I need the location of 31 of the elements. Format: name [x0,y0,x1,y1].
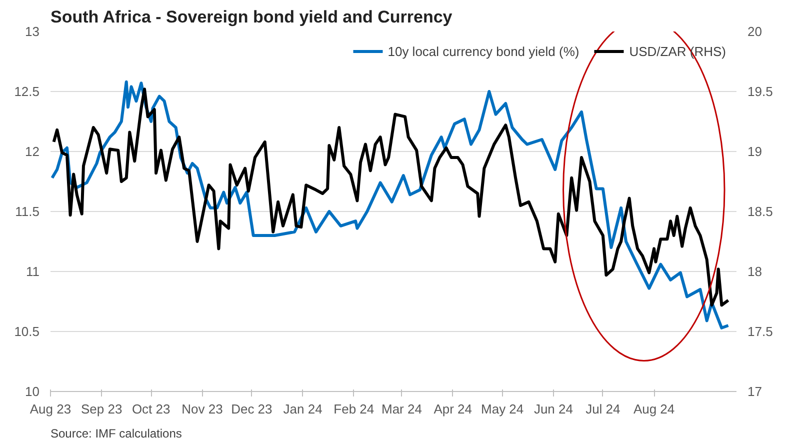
y-tick-label: 13 [25,24,40,39]
x-tick-label: Aug 23 [30,402,72,416]
x-tick-label: Aug 24 [633,402,675,416]
y2-tick-label: 18.5 [748,204,773,219]
y2-tick-label: 17.5 [748,324,773,339]
y-tick-label: 10 [25,384,40,399]
x-tick-label: Nov 23 [182,402,223,416]
x-tick-label: Oct 23 [132,402,170,416]
x-tick-label: Jul 24 [586,402,620,416]
x-tick-label: Apr 24 [434,402,472,416]
y-tick-label: 12.5 [14,84,40,99]
y2-tick-label: 19 [748,144,762,159]
y-tick-label: 10.5 [14,324,40,339]
x-tick-label: Mar 24 [382,402,422,416]
y-tick-label: 11 [26,264,40,279]
source-note: Source: IMF calculations [50,426,182,440]
x-tick-label: Feb 24 [334,402,374,416]
x-tick-label: Jun 24 [534,402,573,416]
x-tick-label: Sep 23 [81,402,122,416]
legend-label: USD/ZAR (RHS) [629,44,726,58]
y2-tick-label: 19.5 [748,84,773,99]
y2-tick-label: 17 [748,384,762,399]
x-tick-label: Jan 24 [283,402,322,416]
legend-label: 10y local currency bond yield (%) [388,44,580,58]
x-tick-label: Dec 23 [231,402,272,416]
y-tick-label: 12 [25,144,40,159]
y2-tick-label: 20 [748,24,762,39]
chart-title: South Africa - Sovereign bond yield and Currency [50,8,453,26]
y2-tick-label: 18 [748,264,762,279]
x-tick-label: May 24 [481,402,524,416]
y-tick-label: 11.5 [15,204,40,219]
